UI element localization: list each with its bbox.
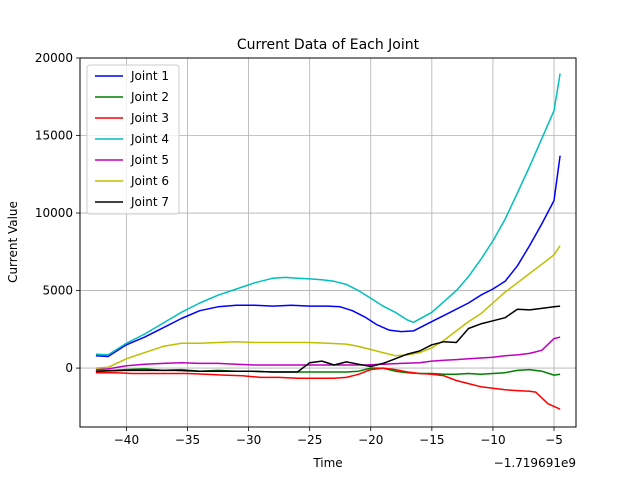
x-axis-label: Time	[312, 456, 342, 470]
plot-frame	[79, 57, 577, 428]
x-tick-label: −40	[114, 433, 139, 447]
y-axis-ticks: 0 5000 10000 15000 20000	[35, 51, 80, 375]
chart-title: Current Data of Each Joint	[237, 37, 420, 53]
legend-label: Joint 7	[130, 195, 169, 209]
x-axis-offset-label: −1.719691e9	[494, 456, 576, 470]
x-tick-label: −5	[545, 433, 563, 447]
x-tick-label: −35	[175, 433, 200, 447]
series-line-joint-6	[95, 245, 561, 369]
y-tick-label: 0	[65, 361, 73, 375]
series-line-joint-3	[95, 367, 561, 410]
series-lines	[95, 73, 561, 410]
y-axis-label: Current Value	[6, 201, 20, 283]
series-line-joint-7	[95, 305, 561, 373]
y-tick-label: 5000	[42, 284, 73, 298]
legend-label: Joint 6	[130, 174, 169, 188]
x-axis-ticks: −40 −35 −30 −25 −20 −15 −10 −5	[114, 427, 563, 447]
grid	[80, 57, 576, 427]
legend-box	[86, 64, 180, 215]
legend-label: Joint 5	[130, 153, 169, 167]
x-tick-label: −15	[419, 433, 444, 447]
legend: Joint 1 Joint 2 Joint 3 Joint 4 Joint 5 Joint…	[86, 64, 180, 215]
legend-label: Joint 2	[130, 90, 169, 104]
x-tick-label: −20	[358, 433, 383, 447]
series-line-joint-4	[95, 73, 561, 356]
legend-label: Joint 4	[130, 132, 169, 146]
series-line-joint-1	[95, 155, 561, 358]
x-tick-label: −25	[297, 433, 322, 447]
x-tick-label: −10	[480, 433, 505, 447]
x-tick-label: −30	[236, 433, 261, 447]
legend-label: Joint 3	[130, 111, 169, 125]
y-tick-label: 15000	[35, 129, 73, 143]
y-tick-label: 20000	[35, 51, 73, 65]
legend-label: Joint 1	[130, 69, 169, 83]
y-tick-label: 10000	[35, 206, 73, 220]
